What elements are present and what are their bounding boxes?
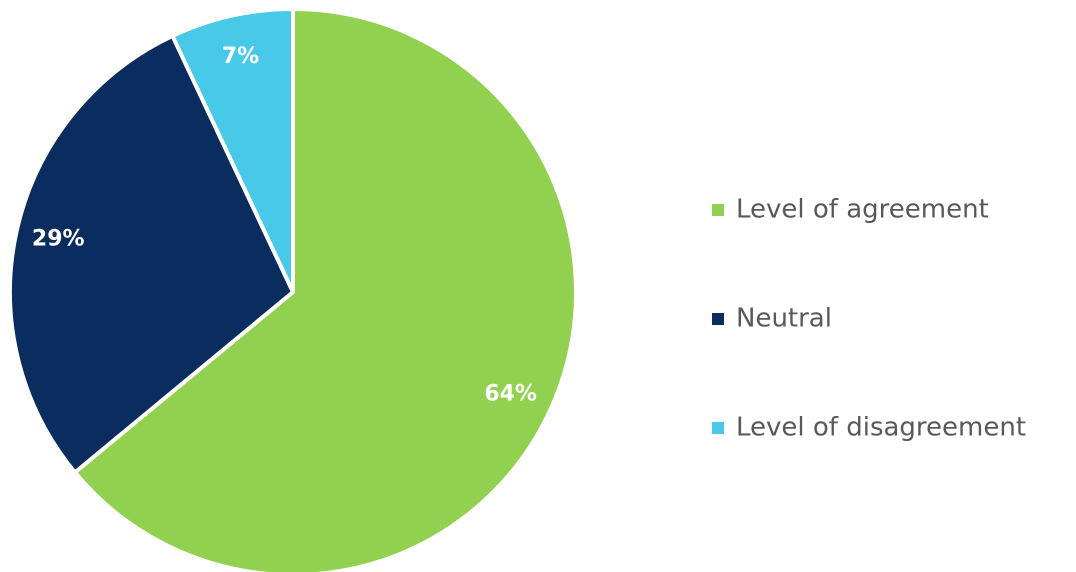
data-label: 64% [484,381,537,406]
legend-swatch [712,422,724,434]
pie-slice [170,7,295,294]
legend-swatch [712,313,724,325]
legend-swatch [712,204,724,216]
data-label: 7% [222,44,259,69]
pie-slice [72,7,578,572]
legend-label: Level of disagreement [736,413,1026,443]
data-label: 29% [32,227,85,252]
legend-label: Level of agreement [736,195,989,225]
legend-label: Neutral [736,304,832,334]
